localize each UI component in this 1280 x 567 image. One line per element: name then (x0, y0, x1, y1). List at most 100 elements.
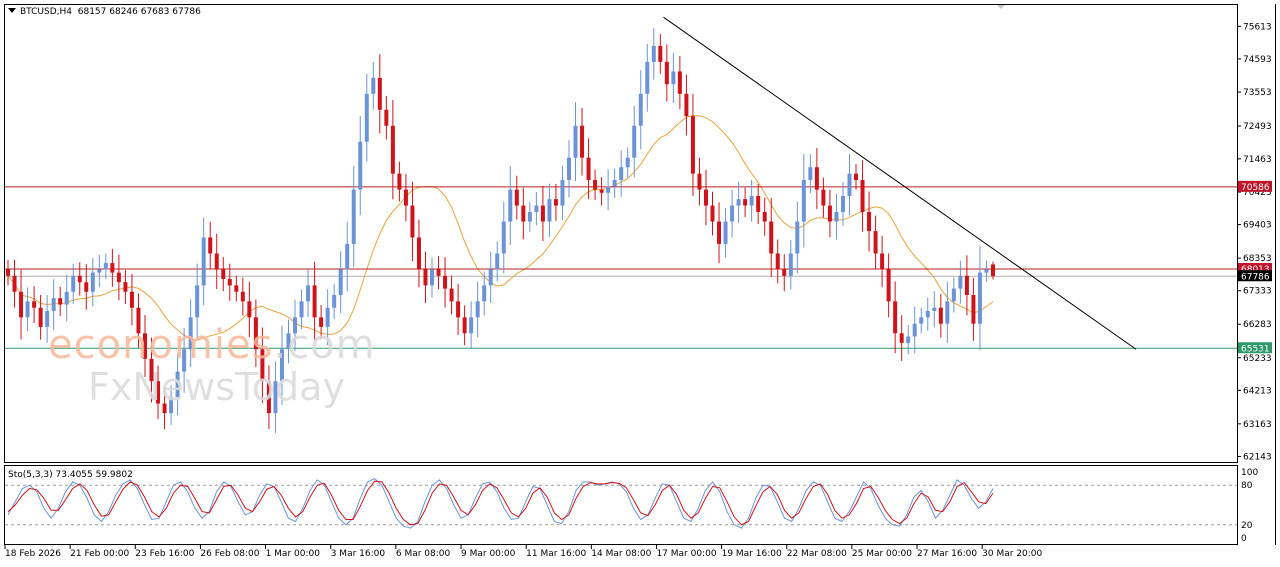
ma-line (7, 115, 994, 341)
candle-body (266, 381, 271, 414)
candle-body (279, 349, 284, 382)
candle-body (527, 211, 532, 222)
candle-body (710, 205, 715, 222)
candle-body (90, 272, 95, 292)
candle-body (338, 269, 343, 295)
candle-body (45, 310, 50, 327)
candle-body (899, 333, 904, 343)
price-tag-box (1238, 270, 1272, 282)
price-tick-label: 69403 (1243, 221, 1272, 231)
candle-body (651, 45, 656, 62)
stochastic-signal-line (7, 480, 994, 526)
candle-body (860, 180, 865, 212)
candle-body (299, 301, 304, 318)
candle-body (808, 167, 813, 181)
candle-body (730, 205, 735, 222)
candle-body (854, 173, 859, 181)
price-tag-label: 67786 (1241, 272, 1270, 282)
time-tick-label: 17 Mar 00:00 (656, 549, 716, 559)
candle-body (553, 199, 558, 206)
candle-body (188, 317, 193, 350)
candle-body (756, 195, 761, 212)
watermark-fxnewstoday: FxNewsToday (88, 365, 345, 409)
candle-body (638, 93, 643, 126)
chart-frames (4, 4, 1276, 545)
time-tick-label: 25 Mar 00:00 (852, 549, 912, 559)
candle-body (586, 157, 591, 181)
candle-body (449, 288, 454, 302)
candle-body (671, 71, 676, 85)
candle-body (612, 180, 617, 187)
price-tick-label: 63163 (1243, 420, 1272, 430)
candle-body (247, 301, 252, 318)
candle-body (110, 263, 115, 273)
price-tag-label: 70586 (1241, 183, 1270, 193)
candle-body (312, 285, 317, 318)
candle-body (749, 195, 754, 206)
candle-body (723, 221, 728, 244)
candle-body (227, 279, 232, 286)
candle-body (136, 307, 141, 334)
candle-body (919, 317, 924, 324)
candle-body (129, 291, 134, 308)
candle-body (834, 211, 839, 222)
candle-body (384, 109, 389, 126)
stochastic-pane-frame (4, 465, 1238, 545)
time-tick-label: 14 Mar 08:00 (591, 549, 651, 559)
candle-body (958, 275, 963, 289)
candle-body (182, 349, 187, 372)
candle-body (645, 61, 650, 94)
candle-body (912, 323, 917, 337)
candle-body (436, 269, 441, 276)
candle-body (501, 221, 506, 254)
candle-body (573, 125, 578, 158)
time-tick-label: 26 Feb 08:00 (200, 549, 259, 559)
candle-body (175, 371, 180, 398)
candle-body (658, 45, 663, 62)
candle-body (762, 211, 767, 222)
candle-body (456, 301, 461, 318)
price-tag-box (1238, 342, 1272, 354)
price-tick-label: 70423 (1243, 188, 1272, 198)
candle-body (801, 180, 806, 222)
candle-body (703, 189, 708, 206)
candle-body (32, 301, 37, 308)
scroll-marker-icon (997, 5, 1005, 9)
candle-body (873, 231, 878, 254)
candle-body (195, 285, 200, 318)
trendline-line (663, 16, 1137, 350)
candle-body (495, 253, 500, 270)
candle-body (717, 221, 722, 244)
time-tick-label: 11 Mar 16:00 (526, 549, 586, 559)
stochastic-axis-label: 20 (1241, 521, 1253, 531)
candle-body (482, 285, 487, 302)
candle-body (38, 307, 43, 327)
candle-body (736, 199, 741, 206)
candle-body (475, 301, 480, 318)
dropdown-triangle-icon[interactable] (8, 8, 16, 13)
candle-body (319, 317, 324, 327)
stochastic-axis-label: 80 (1241, 481, 1253, 491)
candle-body (514, 189, 519, 206)
candle-body (12, 275, 17, 292)
candle-body (423, 269, 428, 286)
candle-body (540, 205, 545, 222)
chart-header[interactable]: BTCUSD,H4 68157 68246 67683 67786 (8, 7, 201, 17)
candle-body (625, 157, 630, 168)
price-tick-label: 66283 (1243, 320, 1272, 330)
candle-body (123, 282, 128, 292)
watermark-economies: economies.com (48, 322, 376, 368)
price-tick-label: 62143 (1243, 452, 1272, 462)
price-tick-label: 72493 (1243, 122, 1272, 132)
candle-body (932, 307, 937, 311)
candle-body (377, 77, 382, 110)
candle-body (971, 294, 976, 324)
candle-body (925, 310, 930, 318)
candle-body (769, 221, 774, 254)
time-tick-label: 18 Feb 2026 (5, 549, 61, 559)
candle-body (103, 263, 108, 270)
candle-body (547, 199, 552, 222)
candle-body (684, 93, 689, 117)
